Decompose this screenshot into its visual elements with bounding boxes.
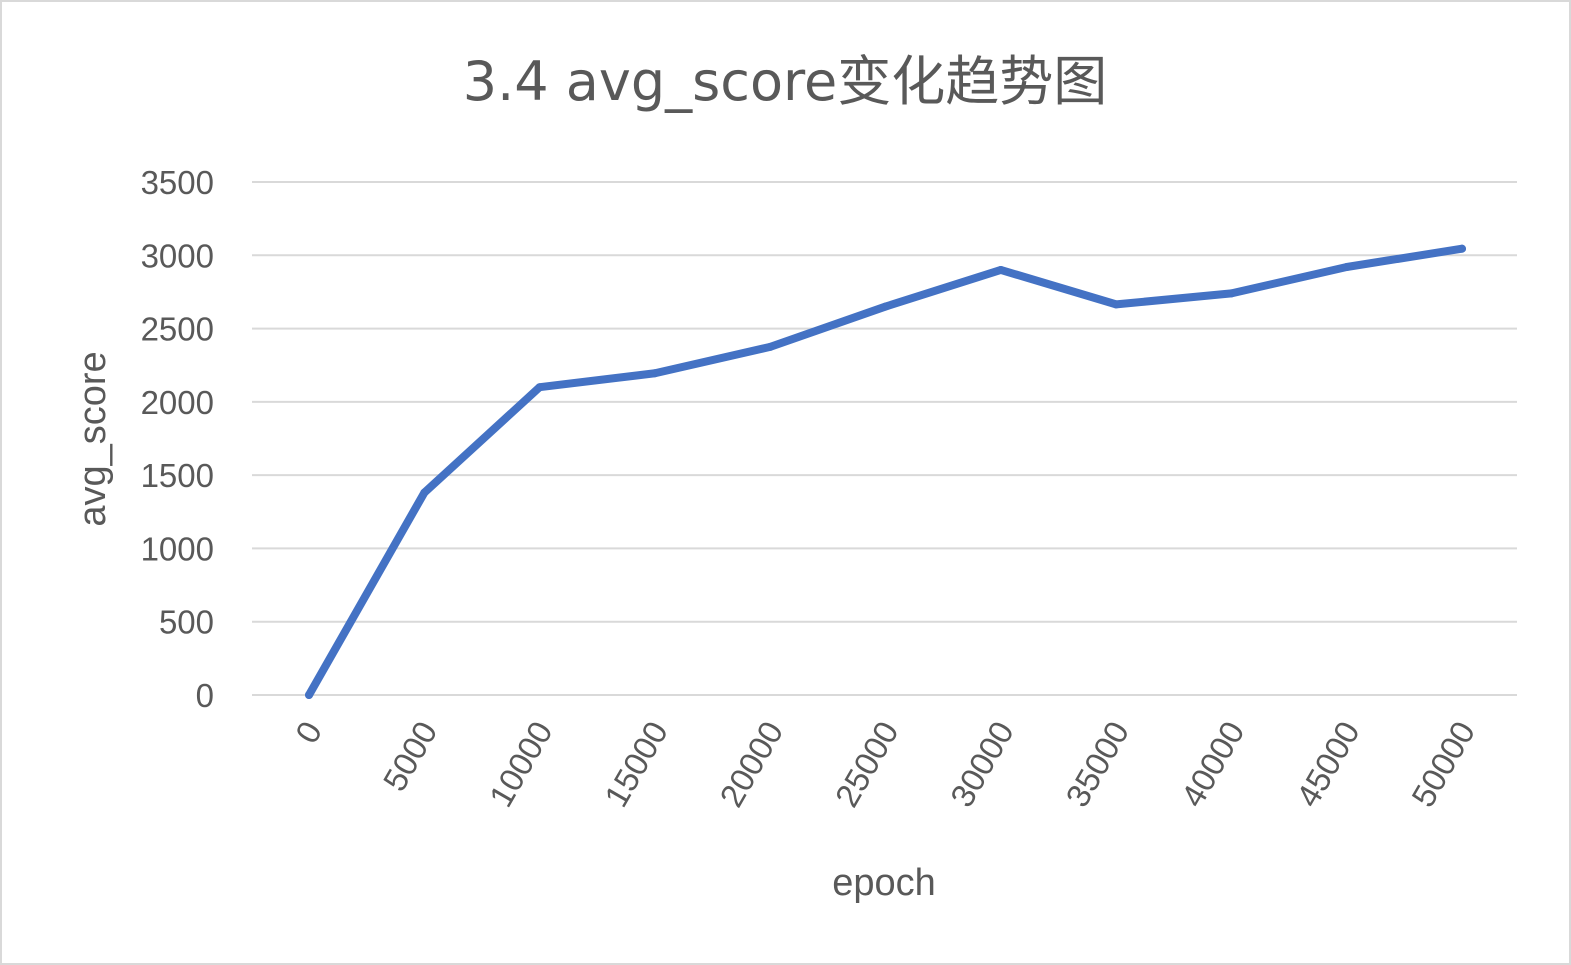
- data-point: [650, 369, 659, 378]
- x-tick-label: 25000: [828, 715, 906, 813]
- data-point: [420, 488, 429, 497]
- x-axis-ticks: 0 5000 10000 15000 20000 25000 30000 35000 40000…: [288, 715, 1482, 813]
- data-point: [1342, 263, 1351, 272]
- chart-title: 3.4 avg_score变化趋势图: [463, 50, 1107, 113]
- x-tick-label: 50000: [1404, 715, 1482, 813]
- y-axis-title: avg_score: [72, 351, 114, 526]
- x-axis-title: epoch: [832, 862, 936, 904]
- x-tick-label: 0: [288, 715, 329, 749]
- series-layer: [305, 244, 1466, 699]
- series-line: [305, 244, 1466, 699]
- data-point: [1112, 300, 1121, 309]
- y-tick-label: 2500: [141, 311, 214, 348]
- x-tick-label: 45000: [1289, 715, 1367, 813]
- data-point: [535, 383, 544, 392]
- y-tick-label: 3500: [141, 164, 214, 201]
- x-tick-label: 20000: [712, 715, 790, 813]
- x-tick-label: 10000: [482, 715, 560, 813]
- y-tick-label: 1000: [141, 530, 214, 567]
- x-tick-label: 30000: [943, 715, 1021, 813]
- data-point: [305, 691, 313, 699]
- data-point: [1227, 289, 1236, 298]
- x-tick-label: 40000: [1174, 715, 1252, 813]
- y-axis-ticks: 0 500 1000 1500 2000 2500 3000 3500: [141, 164, 214, 714]
- x-tick-label: 35000: [1058, 715, 1136, 813]
- y-tick-label: 0: [196, 677, 214, 714]
- y-tick-label: 3000: [141, 237, 214, 274]
- x-tick-label: 15000: [597, 715, 675, 813]
- gridlines: [252, 181, 1517, 696]
- x-tick-label: 5000: [376, 715, 445, 797]
- data-point: [881, 302, 890, 311]
- y-tick-label: 2000: [141, 384, 214, 421]
- y-tick-label: 1500: [141, 457, 214, 494]
- data-point: [766, 342, 775, 351]
- data-point: [1458, 244, 1466, 253]
- y-tick-label: 500: [159, 604, 214, 641]
- data-point: [996, 265, 1005, 274]
